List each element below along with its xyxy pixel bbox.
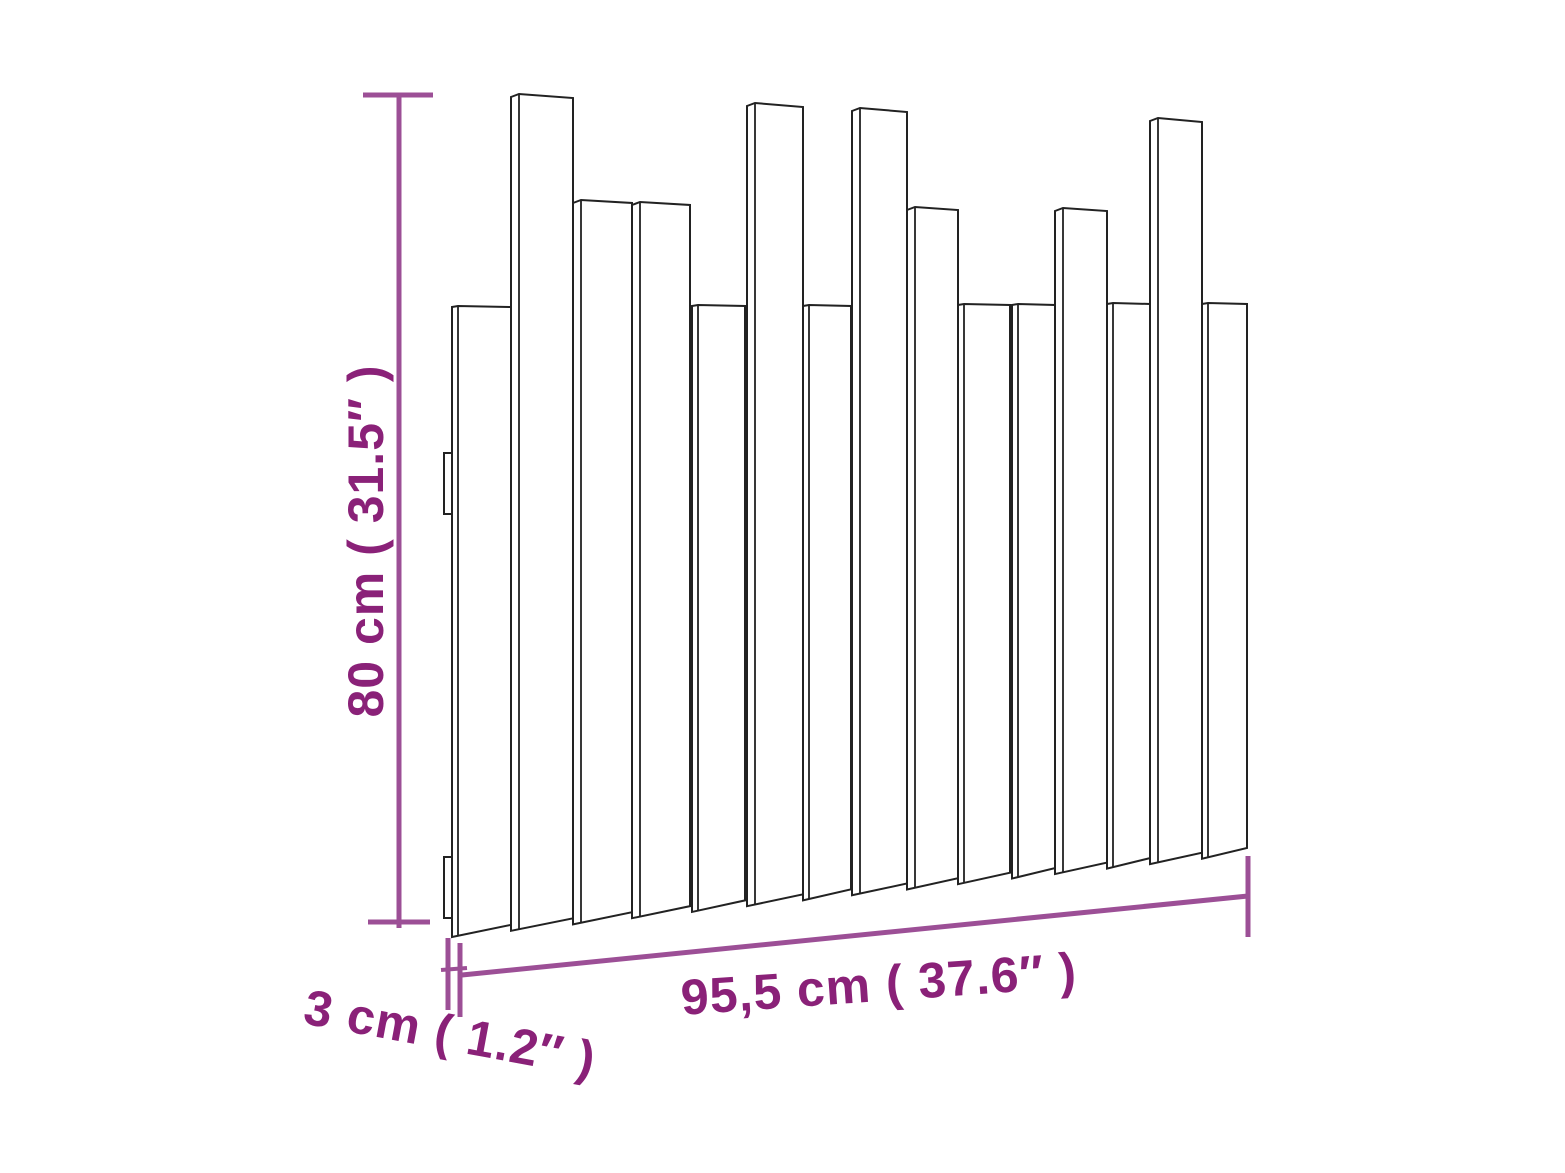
slat-10: [957, 302, 1011, 886]
slat-2: [510, 92, 574, 933]
width-dimension-line: [461, 893, 1249, 978]
slat-7: [802, 303, 852, 902]
width-dimension-label: 95,5 cm ( 37.6″ ): [679, 942, 1079, 1026]
slat-5: [691, 303, 746, 914]
depth-dimension-connector: [440, 966, 468, 972]
dimension-lines-group: [363, 92, 1251, 1017]
height-dimension-label: 80 cm ( 31.5″ ): [338, 364, 394, 717]
slat-1: [451, 304, 512, 939]
slat-4: [631, 200, 691, 920]
slat-15: [1201, 301, 1248, 860]
headboard-slats-group: [451, 92, 1248, 939]
